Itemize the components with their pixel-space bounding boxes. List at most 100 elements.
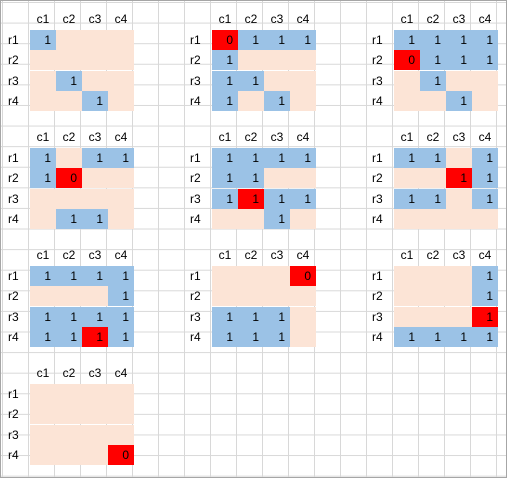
matrix-cell-r3-c4[interactable] bbox=[472, 70, 498, 91]
matrix-cell-r1-c2[interactable]: 1 bbox=[420, 29, 446, 50]
matrix-cell-r1-c1[interactable]: 1 bbox=[394, 147, 420, 168]
matrix-cell-r4-c4[interactable] bbox=[290, 209, 316, 229]
matrix-cell-r4-c1[interactable] bbox=[30, 209, 56, 229]
matrix-cell-r1-c2[interactable]: 1 bbox=[238, 147, 264, 168]
matrix-cell-r3-c3[interactable] bbox=[446, 70, 472, 91]
matrix-cell-r4-c2[interactable] bbox=[238, 209, 264, 229]
matrix-cell-r2-c1[interactable] bbox=[394, 168, 420, 188]
matrix-cell-r2-c2[interactable] bbox=[420, 286, 446, 306]
matrix-cell-r1-c1[interactable]: 1 bbox=[30, 147, 56, 168]
matrix-cell-r3-c4[interactable]: 1 bbox=[108, 306, 134, 327]
matrix-cell-r2-c4[interactable] bbox=[108, 404, 134, 424]
matrix-cell-r4-c4[interactable] bbox=[472, 209, 498, 229]
matrix-cell-r2-c1[interactable] bbox=[30, 286, 56, 306]
matrix-cell-r3-c2[interactable]: 1 bbox=[238, 306, 264, 327]
matrix-cell-r2-c2[interactable] bbox=[238, 286, 264, 306]
matrix-cell-r4-c1[interactable] bbox=[394, 209, 420, 229]
matrix-cell-r1-c2[interactable] bbox=[56, 383, 82, 404]
matrix-cell-r1-c1[interactable] bbox=[212, 265, 238, 286]
matrix-cell-r2-c3[interactable] bbox=[264, 50, 290, 70]
matrix-cell-r2-c2[interactable]: 1 bbox=[420, 50, 446, 70]
matrix-cell-r4-c4[interactable] bbox=[290, 91, 316, 111]
matrix-cell-r1-c4[interactable] bbox=[108, 383, 134, 404]
matrix-cell-r1-c1[interactable] bbox=[394, 265, 420, 286]
matrix-cell-r4-c3[interactable] bbox=[446, 209, 472, 229]
matrix-cell-r1-c2[interactable] bbox=[238, 265, 264, 286]
matrix-cell-r3-c1[interactable]: 1 bbox=[394, 188, 420, 209]
matrix-cell-r3-c2[interactable] bbox=[420, 306, 446, 327]
matrix-cell-r3-c4[interactable] bbox=[290, 306, 316, 327]
matrix-cell-r1-c2[interactable]: 1 bbox=[420, 147, 446, 168]
matrix-cell-r3-c1[interactable]: 1 bbox=[212, 70, 238, 91]
matrix-cell-r3-c3[interactable] bbox=[264, 70, 290, 91]
matrix-cell-r2-c1[interactable]: 1 bbox=[212, 168, 238, 188]
matrix-cell-r1-c4[interactable]: 1 bbox=[290, 147, 316, 168]
matrix-cell-r1-c4[interactable]: 1 bbox=[472, 265, 498, 286]
matrix-cell-r3-c1[interactable] bbox=[30, 70, 56, 91]
matrix-cell-r4-c2[interactable]: 1 bbox=[56, 209, 82, 229]
matrix-cell-r4-c3[interactable]: 1 bbox=[446, 91, 472, 111]
matrix-cell-r2-c1[interactable]: 0 bbox=[394, 50, 420, 70]
matrix-cell-r1-c4[interactable] bbox=[108, 29, 134, 50]
matrix-cell-r1-c1[interactable]: 0 bbox=[212, 29, 238, 50]
matrix-cell-r1-c1[interactable]: 1 bbox=[394, 29, 420, 50]
matrix-cell-r3-c1[interactable]: 1 bbox=[30, 306, 56, 327]
matrix-cell-r4-c4[interactable] bbox=[108, 209, 134, 229]
matrix-cell-r2-c4[interactable] bbox=[108, 50, 134, 70]
matrix-cell-r1-c4[interactable]: 1 bbox=[472, 29, 498, 50]
matrix-cell-r2-c2[interactable] bbox=[56, 404, 82, 424]
matrix-cell-r2-c4[interactable]: 1 bbox=[108, 286, 134, 306]
matrix-cell-r3-c4[interactable]: 1 bbox=[472, 188, 498, 209]
matrix-cell-r1-c3[interactable]: 1 bbox=[264, 29, 290, 50]
matrix-cell-r1-c3[interactable] bbox=[446, 147, 472, 168]
matrix-cell-r3-c2[interactable]: 1 bbox=[420, 70, 446, 91]
matrix-cell-r1-c3[interactable]: 1 bbox=[82, 147, 108, 168]
matrix-cell-r1-c1[interactable] bbox=[30, 383, 56, 404]
matrix-cell-r4-c1[interactable] bbox=[394, 91, 420, 111]
matrix-cell-r4-c3[interactable]: 1 bbox=[264, 209, 290, 229]
matrix-cell-r3-c2[interactable]: 1 bbox=[238, 188, 264, 209]
matrix-cell-r3-c2[interactable]: 1 bbox=[420, 188, 446, 209]
matrix-cell-r4-c3[interactable]: 1 bbox=[82, 327, 108, 347]
matrix-cell-r2-c1[interactable] bbox=[212, 286, 238, 306]
matrix-cell-r3-c3[interactable] bbox=[82, 424, 108, 445]
matrix-cell-r4-c3[interactable]: 1 bbox=[264, 327, 290, 347]
matrix-cell-r3-c1[interactable] bbox=[394, 70, 420, 91]
matrix-cell-r1-c2[interactable] bbox=[56, 147, 82, 168]
matrix-cell-r1-c3[interactable]: 1 bbox=[82, 265, 108, 286]
matrix-cell-r2-c3[interactable] bbox=[82, 404, 108, 424]
matrix-cell-r2-c4[interactable] bbox=[108, 168, 134, 188]
matrix-cell-r2-c3[interactable]: 1 bbox=[446, 168, 472, 188]
matrix-cell-r2-c4[interactable] bbox=[290, 168, 316, 188]
matrix-cell-r2-c3[interactable] bbox=[82, 286, 108, 306]
matrix-cell-r3-c2[interactable] bbox=[56, 424, 82, 445]
matrix-cell-r2-c2[interactable] bbox=[56, 50, 82, 70]
matrix-cell-r3-c2[interactable] bbox=[56, 188, 82, 209]
matrix-cell-r2-c3[interactable] bbox=[264, 286, 290, 306]
matrix-cell-r3-c3[interactable]: 1 bbox=[264, 188, 290, 209]
matrix-cell-r4-c4[interactable]: 1 bbox=[472, 327, 498, 347]
matrix-cell-r3-c4[interactable] bbox=[108, 188, 134, 209]
matrix-cell-r4-c2[interactable]: 1 bbox=[238, 327, 264, 347]
matrix-cell-r3-c2[interactable]: 1 bbox=[238, 70, 264, 91]
matrix-cell-r4-c2[interactable] bbox=[238, 91, 264, 111]
matrix-cell-r1-c3[interactable]: 1 bbox=[446, 29, 472, 50]
matrix-cell-r4-c4[interactable] bbox=[472, 91, 498, 111]
matrix-cell-r2-c3[interactable]: 1 bbox=[446, 50, 472, 70]
matrix-cell-r3-c3[interactable]: 1 bbox=[264, 306, 290, 327]
matrix-cell-r1-c3[interactable] bbox=[82, 29, 108, 50]
matrix-cell-r4-c4[interactable] bbox=[290, 327, 316, 347]
matrix-cell-r3-c1[interactable]: 1 bbox=[212, 188, 238, 209]
matrix-cell-r4-c1[interactable]: 1 bbox=[394, 327, 420, 347]
matrix-cell-r3-c1[interactable] bbox=[30, 188, 56, 209]
matrix-cell-r1-c2[interactable] bbox=[56, 29, 82, 50]
matrix-cell-r4-c1[interactable]: 1 bbox=[30, 327, 56, 347]
matrix-cell-r3-c1[interactable]: 1 bbox=[212, 306, 238, 327]
matrix-cell-r2-c2[interactable] bbox=[238, 50, 264, 70]
matrix-cell-r2-c4[interactable] bbox=[290, 286, 316, 306]
matrix-cell-r2-c3[interactable] bbox=[264, 168, 290, 188]
matrix-cell-r2-c4[interactable] bbox=[290, 50, 316, 70]
matrix-cell-r3-c2[interactable]: 1 bbox=[56, 306, 82, 327]
matrix-cell-r1-c4[interactable]: 1 bbox=[108, 147, 134, 168]
